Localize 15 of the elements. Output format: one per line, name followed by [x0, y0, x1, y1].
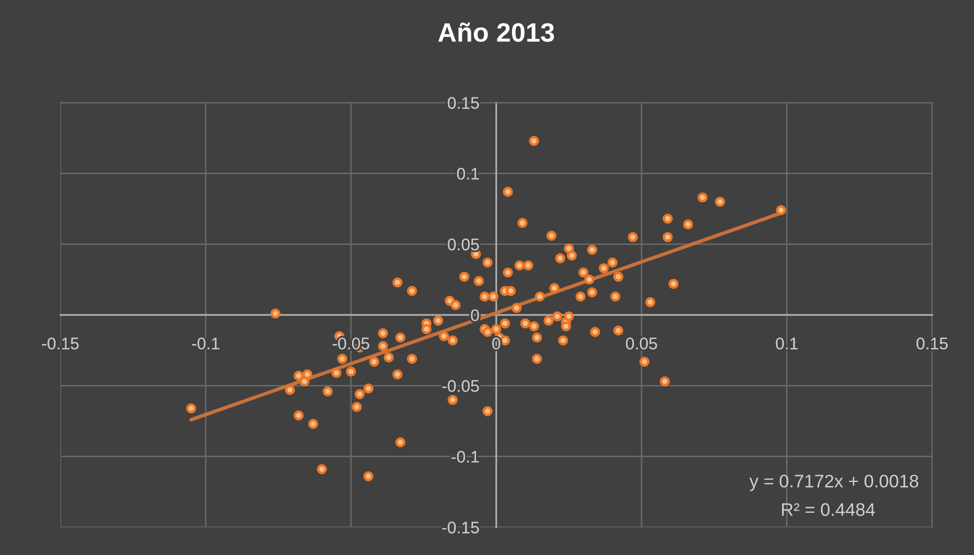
x-tick-label: 0.05	[626, 338, 658, 350]
x-tick-label: 0.1	[776, 338, 798, 350]
annotation: R² = 0.4484	[782, 503, 875, 516]
x-tick-label: -0.15	[42, 338, 79, 350]
y-tick-label: 0.1	[457, 168, 479, 180]
y-tick-label: -0.15	[442, 522, 479, 534]
y-tick-label: 0.05	[448, 238, 479, 250]
y-tick-label: 0.15	[448, 97, 479, 109]
x-tick-label: -0.1	[192, 338, 220, 350]
chart-title: Año 2013	[438, 22, 554, 42]
y-tick-label: -0.05	[442, 380, 479, 392]
y-tick-label: -0.1	[452, 450, 479, 463]
annotation: y = 0.7172x + 0.0018	[749, 474, 918, 492]
x-tick-label: 0.15	[916, 338, 948, 350]
x-tick-label: -0.05	[332, 338, 370, 350]
